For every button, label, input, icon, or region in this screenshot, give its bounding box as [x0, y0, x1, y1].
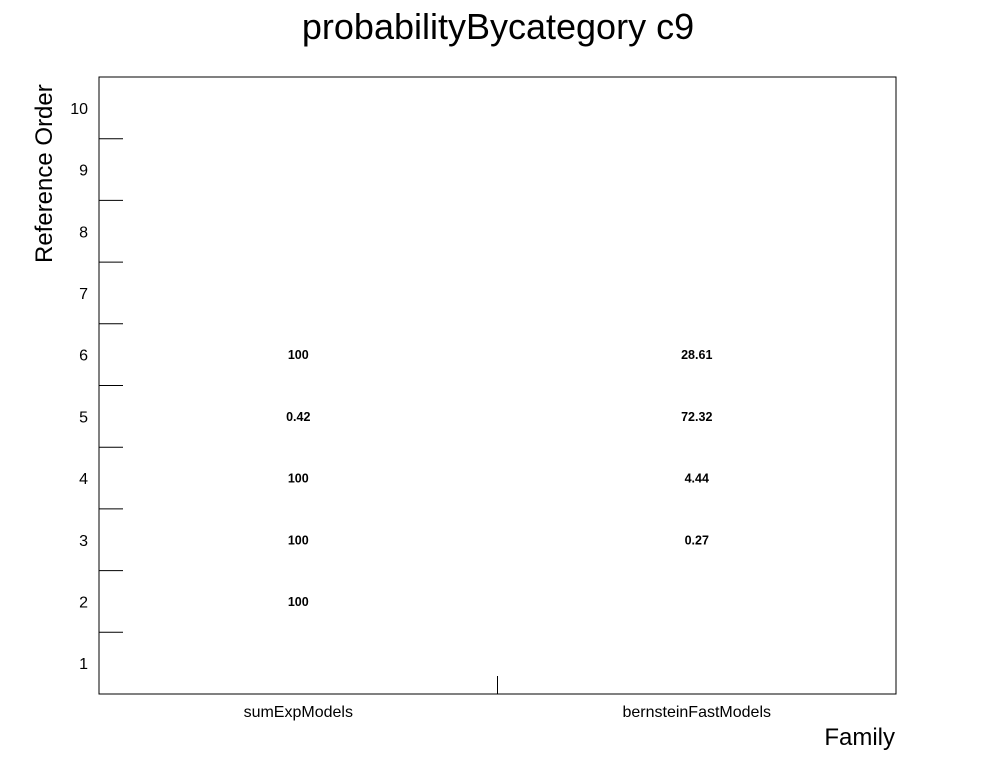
x-axis-title: Family: [824, 724, 895, 751]
cell-value-label: 72.32: [681, 410, 712, 424]
cell-labels: 100 100 100 0.42 100 0.27 4.44 72.32 28.61: [286, 348, 712, 609]
x-tick-label: sumExpModels: [244, 704, 353, 721]
y-tick-label: 4: [79, 471, 88, 488]
y-axis: 1 2 3 4 5 6 7 8 9 10: [70, 101, 123, 673]
cell-value-label: 0.27: [685, 533, 709, 547]
cell-value-label: 100: [288, 533, 309, 547]
y-tick-label: 9: [79, 163, 88, 180]
cell-value-label: 0.42: [286, 410, 310, 424]
plot-frame: [98, 76, 897, 695]
y-tick-label: 3: [79, 533, 88, 550]
chart-title: probabilityBycategory c9: [302, 6, 694, 47]
y-tick-label: 2: [79, 594, 88, 611]
y-tick-label: 10: [70, 101, 88, 118]
y-tick-label: 1: [79, 656, 88, 673]
y-tick-label: 5: [79, 409, 88, 426]
y-tick-label: 6: [79, 348, 88, 365]
cell-value-label: 100: [288, 472, 309, 486]
cell-value-label: 28.61: [681, 348, 712, 362]
cell-value-label: 100: [288, 595, 309, 609]
y-axis-title: Reference Order: [31, 84, 58, 263]
y-tick-label: 7: [79, 286, 88, 303]
x-axis: sumExpModels bernsteinFastModels: [244, 676, 771, 721]
cell-value-label: 4.44: [685, 472, 709, 486]
cell-value-label: 100: [288, 348, 309, 362]
y-tick-label: 8: [79, 224, 88, 241]
x-tick-label: bernsteinFastModels: [622, 704, 771, 721]
